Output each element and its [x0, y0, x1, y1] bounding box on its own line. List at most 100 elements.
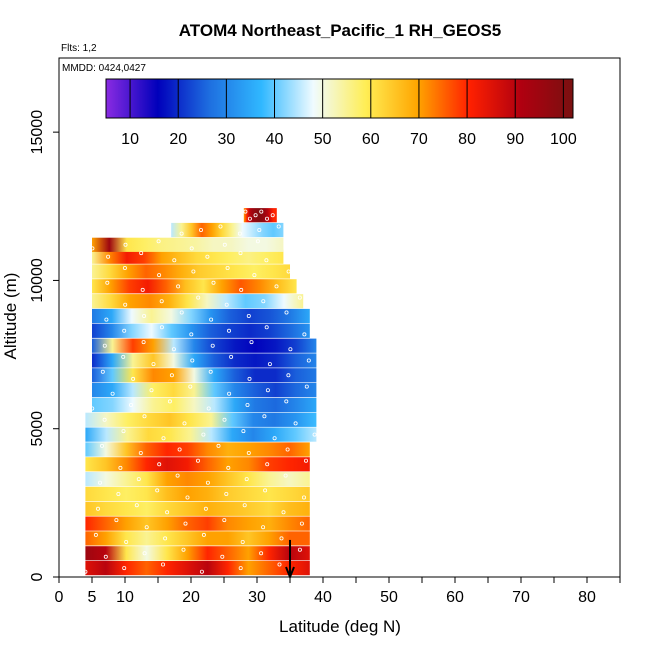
heatmap-layer — [85, 412, 317, 427]
sample-point — [265, 388, 270, 393]
colorbar-tick-label: 90 — [506, 131, 524, 148]
heatmap-layer — [85, 472, 310, 487]
x-tick-label: 0 — [55, 589, 64, 606]
sample-point — [222, 242, 227, 247]
heatmap-layers — [85, 208, 317, 576]
colorbar-tick-label: 60 — [362, 131, 380, 148]
colorbar-gradient — [105, 78, 574, 119]
sample-point — [93, 532, 98, 537]
sample-point — [218, 224, 223, 229]
sample-point — [195, 458, 200, 463]
sample-point — [198, 227, 203, 232]
sample-point — [264, 216, 269, 221]
sample-point — [139, 251, 144, 256]
sample-point — [104, 317, 109, 322]
sample-points — [83, 209, 317, 574]
sample-point — [189, 246, 194, 251]
sample-point — [240, 540, 245, 545]
sample-point — [116, 491, 121, 496]
sample-point — [122, 265, 127, 270]
heatmap-layer — [85, 501, 310, 516]
sample-point — [255, 239, 260, 244]
sample-point — [138, 450, 143, 455]
sample-point — [220, 554, 225, 559]
sample-point — [118, 465, 123, 470]
sample-point — [249, 340, 254, 345]
sample-point — [142, 313, 147, 318]
sample-point — [261, 299, 266, 304]
sample-point — [253, 213, 258, 218]
sample-point — [110, 391, 115, 396]
heatmap-layer — [92, 383, 317, 398]
sample-point — [238, 566, 243, 571]
sample-point — [149, 388, 154, 393]
sample-point — [224, 491, 229, 496]
sample-point — [159, 299, 164, 304]
sample-point — [205, 254, 210, 259]
sample-point — [190, 358, 195, 363]
sample-point — [163, 536, 168, 541]
sample-point — [98, 480, 103, 485]
sample-point — [241, 429, 246, 434]
heatmap-layer — [92, 308, 310, 324]
location-arrow — [285, 539, 295, 580]
heatmap-layer — [92, 294, 304, 309]
sample-point — [189, 332, 194, 337]
sample-point — [257, 227, 262, 232]
sample-point — [297, 295, 302, 300]
sample-point — [283, 473, 288, 478]
sample-point — [134, 503, 139, 508]
sample-point — [226, 328, 231, 333]
sample-point — [302, 332, 307, 337]
sample-point — [188, 384, 193, 389]
sample-point — [246, 313, 251, 318]
arrow-head — [285, 566, 295, 580]
colorbar — [105, 78, 574, 119]
sample-point — [142, 551, 147, 556]
sample-point — [159, 325, 164, 330]
y-tick-label: 10000 — [29, 258, 46, 303]
x-tick-label: 20 — [182, 589, 200, 606]
sample-point — [144, 525, 149, 530]
sample-point — [304, 384, 309, 389]
sample-point — [293, 421, 298, 426]
sample-point — [264, 258, 269, 263]
sample-point — [274, 284, 279, 289]
x-tick-label: 10 — [116, 589, 134, 606]
colorbar-tick-labels: 10 20 30 40 50 60 70 80 90 100 — [121, 131, 577, 148]
sample-point — [244, 477, 249, 482]
sample-point — [237, 231, 242, 236]
heatmap-layer — [92, 323, 310, 338]
sample-point — [155, 488, 160, 493]
sample-point — [123, 302, 128, 307]
sample-point — [196, 295, 201, 300]
heatmap-layer — [92, 338, 317, 353]
sample-point — [277, 562, 282, 567]
heatmap-layer — [85, 516, 310, 531]
sample-point — [131, 376, 136, 381]
colorbar-tick-label: 20 — [169, 131, 187, 148]
sample-point — [206, 406, 211, 411]
sample-point — [299, 521, 304, 526]
sample-point — [288, 347, 293, 352]
flights-label: Flts: 1,2 — [61, 43, 97, 54]
sample-point — [121, 354, 126, 359]
colorbar-tick-label: 30 — [217, 131, 235, 148]
sample-point — [284, 399, 289, 404]
sample-point — [210, 343, 215, 348]
sample-point — [285, 447, 290, 452]
heatmap-layer — [171, 222, 284, 238]
sample-point — [247, 376, 252, 381]
sample-point — [161, 436, 166, 441]
sample-point — [102, 343, 107, 348]
sample-point — [208, 369, 213, 374]
sample-point — [279, 536, 284, 541]
sample-point — [225, 265, 230, 270]
sample-point — [301, 495, 306, 500]
sample-point — [261, 525, 266, 530]
sample-point — [191, 269, 196, 274]
sample-point — [252, 273, 257, 278]
sample-point — [281, 510, 286, 515]
sample-point — [222, 518, 227, 523]
sample-point — [229, 354, 234, 359]
